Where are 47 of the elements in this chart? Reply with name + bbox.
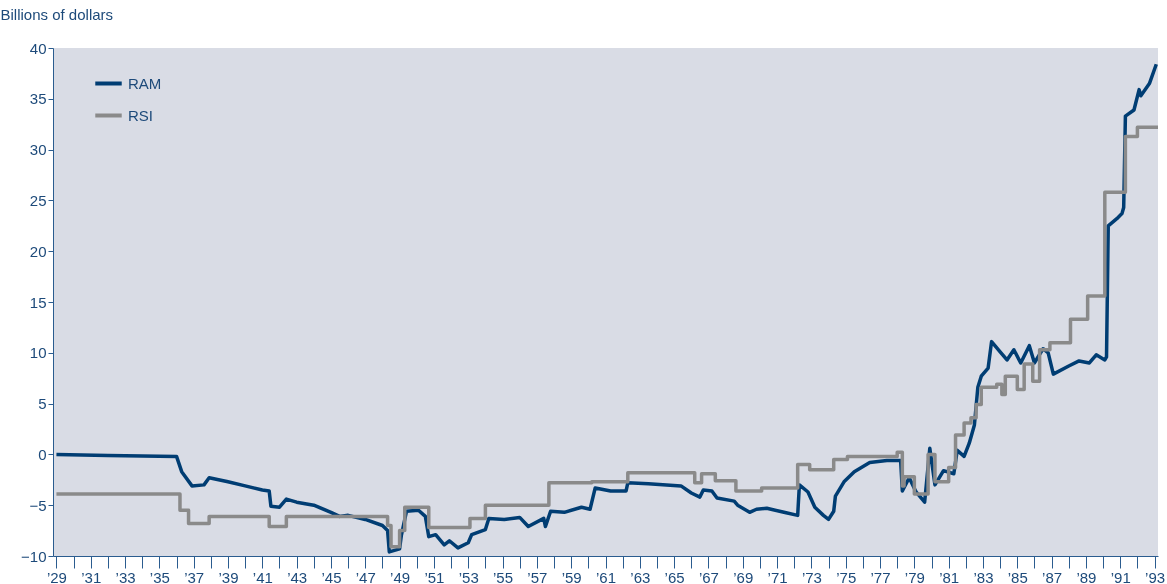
legend-label: RAM: [128, 74, 162, 92]
x-tick-label: ’55: [493, 568, 514, 584]
y-tick-label: −5: [29, 496, 47, 514]
y-tick-label: 0: [38, 445, 47, 463]
x-tick-label: ’59: [561, 568, 582, 584]
x-tick-label: ’57: [527, 568, 548, 584]
x-tick-label: ’29: [46, 568, 67, 584]
x-tick-label: ’41: [252, 568, 273, 584]
x-tick-label: ’93: [1145, 568, 1166, 584]
y-tick-label: 25: [29, 191, 47, 209]
y-tick-label: 35: [29, 90, 47, 108]
x-tick-label: ’35: [149, 568, 170, 584]
x-tick-label: ’85: [1007, 568, 1028, 584]
x-tick-label: ’43: [287, 568, 308, 584]
y-tick-label: 30: [29, 141, 47, 159]
y-tick-label: 15: [29, 293, 47, 311]
x-tick-label: ’45: [321, 568, 342, 584]
x-tick-label: ’65: [664, 568, 685, 584]
x-tick-label: ’51: [424, 568, 445, 584]
x-tick-label: ’61: [595, 568, 617, 584]
x-tick-label: ’31: [81, 568, 102, 584]
x-tick-label: ’33: [115, 568, 136, 584]
x-tick-label: ’77: [870, 568, 891, 584]
x-tick-label: ’69: [733, 568, 754, 584]
legend-label: RSI: [128, 106, 154, 124]
x-tick-label: ’71: [767, 568, 788, 584]
x-tick-label: ’47: [355, 568, 376, 584]
x-tick-label: ’63: [630, 568, 651, 584]
y-tick-label: 5: [38, 395, 47, 413]
x-tick-label: ’53: [458, 568, 479, 584]
y-tick-label: 40: [29, 39, 47, 57]
x-tick-label: ’39: [218, 568, 239, 584]
y-tick-label: 20: [29, 242, 47, 260]
x-tick-label: ’75: [836, 568, 857, 584]
x-tick-label: ’89: [1076, 568, 1097, 584]
y-axis-title: Billions of dollars: [0, 5, 114, 23]
x-tick-label: ’37: [184, 568, 205, 584]
x-tick-label: ’87: [1042, 568, 1063, 584]
x-tick-label: ’91: [1110, 568, 1131, 584]
x-tick-label: ’81: [939, 568, 960, 584]
x-tick-label: ’67: [698, 568, 719, 584]
x-tick-label: ’49: [390, 568, 411, 584]
x-tick-label: ’83: [973, 568, 994, 584]
x-tick-label: ’73: [801, 568, 822, 584]
x-tick-label: ’79: [904, 568, 925, 584]
y-tick-label: −10: [21, 547, 47, 565]
y-tick-label: 10: [29, 344, 47, 362]
